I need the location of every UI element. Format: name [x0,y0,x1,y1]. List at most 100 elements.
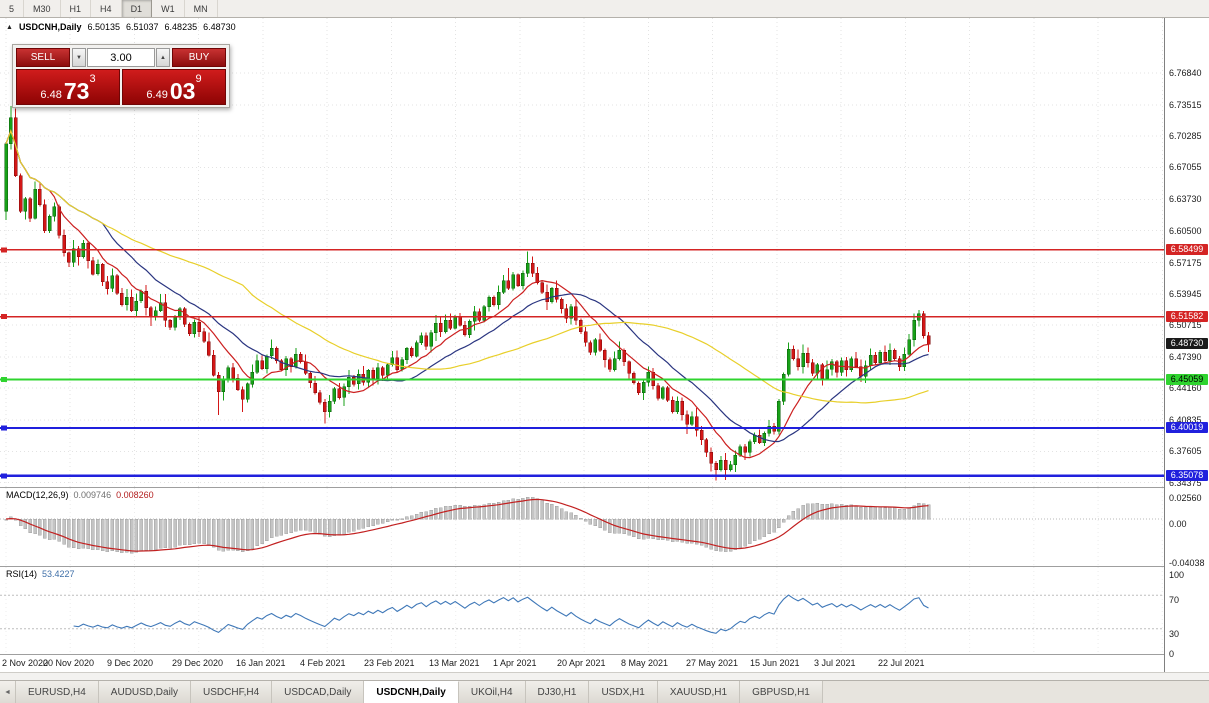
timeframe-button-w1[interactable]: W1 [152,0,185,17]
panel-separator[interactable] [0,487,1209,488]
horizontal-level-lines[interactable] [0,247,1164,479]
ohlc-open-value: 6.50135 [87,22,120,32]
tab-scroll-left-button[interactable]: ◄ [0,681,16,703]
macd-signal-line [5,498,929,552]
price-tick-label: 6.50715 [1169,319,1202,330]
macd-name: MACD(12,26,9) [6,490,69,500]
chart-tab-xauusd[interactable]: XAUUSD,H1 [657,681,741,703]
date-label: 20 Nov 2020 [43,658,95,668]
sell-price-big: 73 [63,78,90,104]
date-label: 3 Jul 2021 [814,658,856,668]
candles [4,106,931,481]
chart-tab-usdchf[interactable]: USDCHF,H4 [191,681,273,703]
price-tick-label: 6.73515 [1169,100,1202,111]
price-level-badge: 6.35078 [1166,469,1208,481]
ohlc-close-value: 6.48730 [203,22,236,32]
price-tick-label: 6.44160 [1169,383,1202,394]
price-tick-label: 6.53945 [1169,288,1202,299]
timeframe-button-h4[interactable]: H4 [91,0,122,17]
chart-tab-usdcad[interactable]: USDCAD,Daily [272,681,365,703]
chart-tab-ukoil[interactable]: UKOil,H4 [458,681,526,703]
buy-price-small: 6.49 [146,89,168,101]
price-tick-label: 6.34375 [1169,477,1202,488]
macd-indicator-panel[interactable] [0,488,1164,566]
buy-price-big: 03 [169,78,196,104]
chart-tab-dj30[interactable]: DJ30,H1 [525,681,590,703]
price-tick-label: 6.67055 [1169,162,1202,173]
chart-tab-usdx[interactable]: USDX,H1 [589,681,658,703]
timeframe-button-h1[interactable]: H1 [61,0,92,17]
macd-axis-label: -0.04038 [1169,558,1205,568]
timeframe-button-m30[interactable]: M30 [24,0,61,17]
chart-header: ▲ USDCNH,Daily 6.50135 6.51037 6.48235 6… [6,22,236,32]
volume-decrease-button[interactable]: ▼ [72,48,86,67]
macd-title: MACD(12,26,9) 0.009746 0.008260 [6,490,154,500]
price-tick-label: 6.40835 [1169,415,1202,426]
chart-tab-usdcnh[interactable]: USDCNH,Daily [364,681,459,703]
date-label: 9 Dec 2020 [107,658,154,668]
horizontal-scrollbar[interactable] [0,672,1209,680]
macd-axis-label: 0.00 [1169,519,1187,529]
price-tick-label: 6.60500 [1169,225,1202,236]
volume-increase-button[interactable]: ▲ [156,48,170,67]
chart-symbol-label: USDCNH,Daily [18,22,82,32]
candlestick-chart[interactable] [0,18,1164,487]
timeframe-button-d1[interactable]: D1 [121,0,153,17]
sell-price-small: 6.48 [40,89,62,101]
rsi-indicator-panel[interactable] [0,567,1164,654]
rsi-axis-label: 0 [1169,649,1175,659]
price-tick-label: 6.76840 [1169,67,1202,78]
buy-price-sup: 9 [195,73,202,85]
sell-button[interactable]: SELL [16,48,70,67]
price-axis[interactable]: 6.76840 6.73515 6.70285 6.67055 6.63730 6.605… [1165,18,1209,672]
price-axis-separator [1164,18,1165,672]
macd-axis-label: 0.02560 [1169,493,1202,503]
current-price-badge: 6.48730 [1166,338,1208,350]
price-level-badge: 6.45059 [1166,373,1208,385]
date-axis: 2 Nov 2020 20 Nov 2020 9 Dec 2020 29 Dec 20… [0,655,1164,672]
timeframe-button-5[interactable]: 5 [0,0,25,17]
rsi-axis-label: 30 [1169,629,1180,639]
moving-average-10 [5,128,929,459]
moving-average-50 [5,128,929,404]
price-level-badge: 6.58499 [1166,243,1208,255]
one-click-trading-panel: SELL ▼ 3.00 ▲ BUY 6.48 73 3 6.49 03 9 [12,44,230,108]
price-tick-label: 6.57175 [1169,257,1202,268]
rsi-line [73,594,929,634]
sell-price-display[interactable]: 6.48 73 3 [16,69,120,105]
buy-button[interactable]: BUY [172,48,226,67]
date-label: 13 Mar 2021 [429,658,480,668]
macd-signal-value: 0.008260 [116,490,154,500]
price-tick-label: 6.63730 [1169,194,1202,205]
macd-histogram [4,496,931,554]
timeframe-button-mn[interactable]: MN [185,0,218,17]
rsi-name: RSI(14) [6,569,38,579]
date-label: 20 Apr 2021 [557,658,606,668]
rsi-value: 53.4227 [42,569,75,579]
panel-separator[interactable] [0,566,1209,567]
rsi-axis-label: 100 [1169,570,1185,580]
date-label: 1 Apr 2021 [493,658,537,668]
chart-tab-audusd[interactable]: AUDUSD,Daily [98,681,192,703]
buy-price-display[interactable]: 6.49 03 9 [122,69,226,105]
chart-tab-bar: ◄ EURUSD,H4 AUDUSD,Daily USDCHF,H4 USDCAD,Da… [0,680,1209,703]
date-label: 27 May 2021 [686,658,739,668]
date-label: 16 Jan 2021 [236,658,286,668]
date-label: 4 Feb 2021 [300,658,346,668]
ohlc-high-value: 6.51037 [126,22,159,32]
price-tick-label: 6.47390 [1169,352,1202,363]
price-level-badge: 6.51582 [1166,310,1208,322]
macd-main-value: 0.009746 [73,490,112,500]
panel-separator [0,654,1209,655]
timeframe-toolbar: 5 M30 H1 H4 D1 W1 MN [0,0,1209,18]
volume-input[interactable]: 3.00 [87,48,155,67]
collapse-panel-icon[interactable]: ▲ [6,23,13,31]
date-label: 23 Feb 2021 [364,658,415,668]
chart-tab-gbpusd[interactable]: GBPUSD,H1 [740,681,823,703]
price-level-badge: 6.40019 [1166,422,1208,434]
moving-average-21 [5,128,929,443]
rsi-axis-label: 70 [1169,595,1180,605]
chart-tab-eurusd[interactable]: EURUSD,H4 [16,681,99,703]
price-tick-label: 6.37605 [1169,446,1202,457]
